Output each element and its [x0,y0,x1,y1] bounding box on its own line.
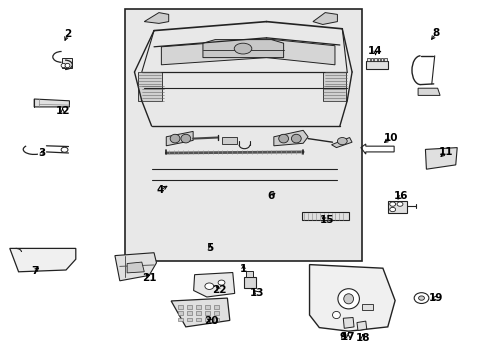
Polygon shape [166,131,193,146]
Bar [196,311,201,315]
Text: 22: 22 [211,285,226,295]
Text: 19: 19 [428,293,443,303]
Ellipse shape [332,311,340,319]
Bar [387,201,407,213]
Bar [384,58,386,61]
Ellipse shape [418,296,424,300]
Ellipse shape [337,289,359,309]
Ellipse shape [218,280,224,285]
Text: 10: 10 [383,132,398,143]
Ellipse shape [181,134,190,143]
Text: 1: 1 [240,264,246,274]
Text: 7: 7 [31,266,39,276]
Bar [366,58,369,61]
Ellipse shape [278,134,288,143]
Polygon shape [356,321,366,330]
Bar [138,72,162,101]
Text: 14: 14 [367,46,382,56]
Bar [243,277,255,288]
Polygon shape [10,248,76,272]
Text: 18: 18 [355,333,369,343]
Polygon shape [425,148,456,169]
Ellipse shape [343,294,353,304]
Polygon shape [203,40,283,58]
Ellipse shape [396,202,402,206]
Bar [124,9,361,261]
Polygon shape [193,273,234,297]
Bar [187,305,192,309]
Ellipse shape [170,134,180,143]
Ellipse shape [65,63,70,68]
Text: 5: 5 [206,243,213,253]
Bar [204,305,209,309]
Polygon shape [115,253,156,281]
Polygon shape [309,265,394,331]
Polygon shape [161,39,334,65]
Text: 9: 9 [339,332,346,342]
Text: 15: 15 [319,215,333,225]
Polygon shape [171,298,229,327]
Text: 12: 12 [55,106,70,116]
Ellipse shape [291,134,301,143]
Bar [246,271,253,277]
Bar [196,305,201,309]
Text: 21: 21 [142,273,156,283]
Text: 20: 20 [203,316,218,326]
Text: 11: 11 [438,147,452,157]
Polygon shape [144,13,168,23]
Bar [362,304,372,310]
Bar [178,318,183,321]
Text: 2: 2 [64,29,71,39]
Bar [380,58,383,61]
Ellipse shape [337,138,346,145]
Bar [213,318,218,321]
Bar [61,58,72,68]
Bar [187,318,192,321]
Bar [187,311,192,315]
Text: 17: 17 [340,332,355,342]
Ellipse shape [61,147,68,152]
Bar [178,311,183,315]
Text: 8: 8 [432,28,439,38]
Ellipse shape [389,202,395,206]
Polygon shape [127,262,144,273]
Polygon shape [343,318,353,328]
Polygon shape [273,130,307,146]
Polygon shape [312,13,337,24]
Bar [222,137,237,144]
Text: 4: 4 [156,185,164,195]
Ellipse shape [413,293,428,303]
Bar [204,318,209,321]
Bar [373,58,376,61]
Text: 13: 13 [249,288,264,298]
Polygon shape [417,88,439,95]
Ellipse shape [204,283,213,289]
Bar [196,318,201,321]
Bar [322,72,346,101]
Bar [178,305,183,309]
Polygon shape [331,138,351,148]
Bar [213,305,218,309]
Ellipse shape [389,207,395,212]
Text: 3: 3 [39,148,45,158]
Bar [377,58,379,61]
Bar [370,58,372,61]
Polygon shape [34,99,69,107]
Bar [213,311,218,315]
Bar [302,212,348,220]
Bar [204,311,209,315]
Text: 16: 16 [393,191,407,201]
Bar [365,61,387,69]
Ellipse shape [61,63,66,68]
Ellipse shape [234,43,251,54]
Text: 6: 6 [267,191,274,201]
